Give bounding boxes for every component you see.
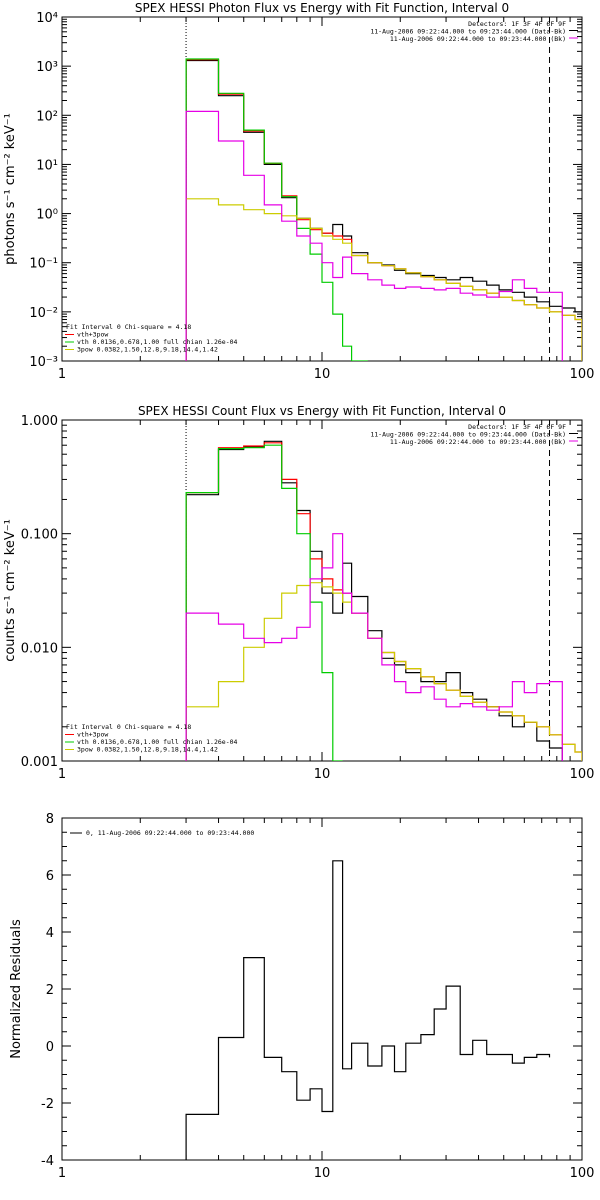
y-tick-label: -2 (41, 1097, 54, 1112)
y-tick-label: 10⁰ (36, 208, 58, 223)
panel-residuals: 1 10 100 -4 -2 0 2 4 6 8 Normalized Residuals 0, 11… (9, 812, 594, 1181)
series-line-vth-3pow (185, 59, 582, 361)
fit-text-line: 3pow 0.0382,1.50,12.8,9.18,14.4,1.42 (77, 746, 218, 754)
plot-frame (61, 16, 583, 362)
x-tick-label: 1 (58, 1166, 66, 1181)
y-tick-label: 10² (36, 109, 58, 124)
series-line-vth-3pow (185, 442, 582, 761)
x-tick-label: 10 (314, 767, 331, 782)
y-axis-label: photons s⁻¹ cm⁻² keV⁻¹ (3, 113, 18, 265)
header-line: 11-Aug-2006 09:22:44.000 to 09:23:44.000… (390, 35, 566, 43)
y-axis-label: counts s⁻¹ cm⁻² keV⁻¹ (3, 519, 18, 662)
header-line: 11-Aug-2006 09:22:44.000 to 09:23:44.000… (390, 438, 566, 446)
legend-text: 0, 11-Aug-2006 09:22:44.000 to 09:23:44.… (86, 829, 254, 837)
x-tick-label: 1 (58, 767, 66, 782)
fit-text-line: vth 0.0136,0.678,1.00 full chian 1.26e-0… (77, 338, 238, 346)
series-line-vth (185, 58, 368, 361)
y-tick-label: 2 (46, 983, 54, 998)
header-line: Detectors: 1F 3F 4F 6F 9F (468, 20, 566, 28)
header-line: 11-Aug-2006 09:22:44.000 to 09:23:44.000… (370, 28, 566, 36)
header-line: 11-Aug-2006 09:22:44.000 to 09:23:44.000… (370, 431, 566, 439)
y-tick-label: 10⁻³ (29, 355, 58, 370)
y-tick-label: 0 (46, 1040, 54, 1055)
x-tick-label: 10 (314, 1166, 331, 1181)
fit-text-line: vth+3pow (77, 331, 108, 339)
y-axis-label: Normalized Residuals (9, 919, 24, 1059)
x-tick-label: 100 (570, 767, 595, 782)
series-line-3pow (185, 582, 582, 761)
y-tick-label: 10⁴ (36, 11, 58, 26)
y-tick-label: 0.100 (21, 528, 58, 543)
x-tick-label: 100 (570, 1166, 595, 1181)
y-tick-label: 10³ (36, 60, 58, 75)
y-tick-label: 10⁻¹ (29, 257, 58, 272)
x-tick-label: 10 (314, 367, 331, 382)
panel-count: SPEX HESSI Count Flux vs Energy with Fit… (3, 404, 594, 782)
y-tick-label: 6 (46, 869, 54, 884)
y-tick-label: 0.010 (21, 641, 58, 656)
series-line-bk (185, 110, 563, 361)
x-tick-label: 1 (58, 367, 66, 382)
y-tick-label: 4 (46, 926, 54, 941)
series-line-vth (185, 444, 343, 761)
series-line-3pow (185, 198, 582, 361)
x-tick-label: 100 (570, 367, 595, 382)
series-line-data-bk (185, 440, 563, 761)
y-tick-label: 10⁻² (29, 306, 58, 321)
header-line: Detectors: 1F 3F 4F 6F 9F (468, 423, 566, 431)
series-line-bk (185, 533, 563, 761)
panel-photon: SPEX HESSI Photon Flux vs Energy with Fi… (3, 1, 594, 382)
fit-text-line: Fit Interval 0 Chi-square = 4.18 (66, 723, 191, 731)
chart-title: SPEX HESSI Count Flux vs Energy with Fit… (138, 404, 506, 418)
series-line-data-bk (185, 59, 582, 361)
series-line-0-11-aug-2006-09-22-44-000-to-09-23-44-000 (185, 860, 551, 1160)
fit-text-line: vth 0.0136,0.678,1.00 full chian 1.26e-0… (77, 738, 238, 746)
y-tick-label: 1.000 (21, 414, 58, 429)
fit-text-line: 3pow 0.0382,1.50,12.8,9.18,14.4,1.42 (77, 346, 218, 354)
y-tick-label: 10¹ (36, 158, 58, 173)
y-tick-label: -4 (41, 1154, 54, 1169)
y-tick-label: 8 (46, 812, 54, 827)
fit-text-line: Fit Interval 0 Chi-square = 4.18 (66, 323, 191, 331)
chart-title: SPEX HESSI Photon Flux vs Energy with Fi… (135, 1, 509, 15)
y-tick-label: 0.001 (21, 755, 58, 770)
fit-text-line: vth+3pow (77, 731, 108, 739)
